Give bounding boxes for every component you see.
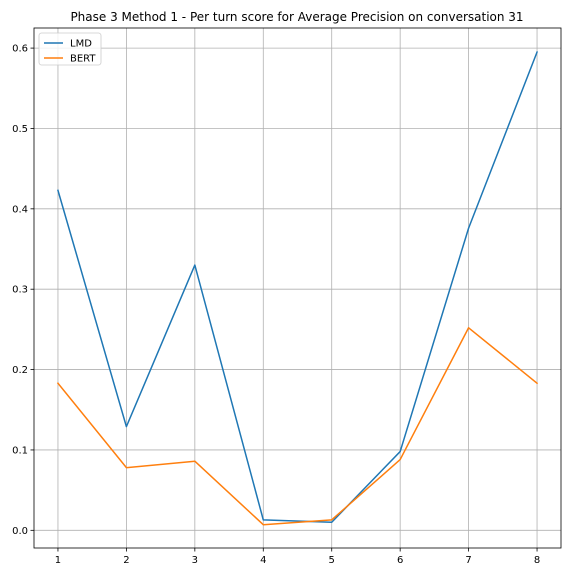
x-tick-label: 7 xyxy=(465,555,471,566)
x-tick-label: 5 xyxy=(329,555,335,566)
y-tick-label: 0.5 xyxy=(12,124,28,135)
grid xyxy=(34,28,561,548)
legend-label-bert: BERT xyxy=(70,54,96,65)
y-axis: 0.0 0.1 0.2 0.3 0.4 0.5 0.6 xyxy=(12,44,34,537)
y-tick-label: 0.3 xyxy=(12,285,28,296)
x-tick-label: 4 xyxy=(260,555,266,566)
x-tick-label: 8 xyxy=(534,555,540,566)
axes-frame xyxy=(33,27,562,549)
series-layer xyxy=(56,51,539,526)
y-tick-label: 0.1 xyxy=(12,445,28,456)
x-axis: 1 2 3 4 5 6 7 8 xyxy=(55,548,540,566)
legend-box xyxy=(38,32,102,66)
x-tick-label: 6 xyxy=(397,555,403,566)
y-tick-label: 0.0 xyxy=(12,526,28,537)
x-tick-label: 2 xyxy=(123,555,129,566)
legend: LMD BERT xyxy=(38,32,102,66)
legend-label-lmd: LMD xyxy=(70,39,92,50)
y-tick-label: 0.4 xyxy=(12,204,28,215)
y-tick-label: 0.6 xyxy=(12,44,28,55)
x-tick-label: 3 xyxy=(192,555,198,566)
series-line-bert xyxy=(56,327,539,526)
y-tick-label: 0.2 xyxy=(12,365,28,376)
chart-title: Phase 3 Method 1 - Per turn score for Av… xyxy=(70,10,523,24)
series-line-lmd xyxy=(57,51,539,524)
x-tick-label: 1 xyxy=(55,555,61,566)
